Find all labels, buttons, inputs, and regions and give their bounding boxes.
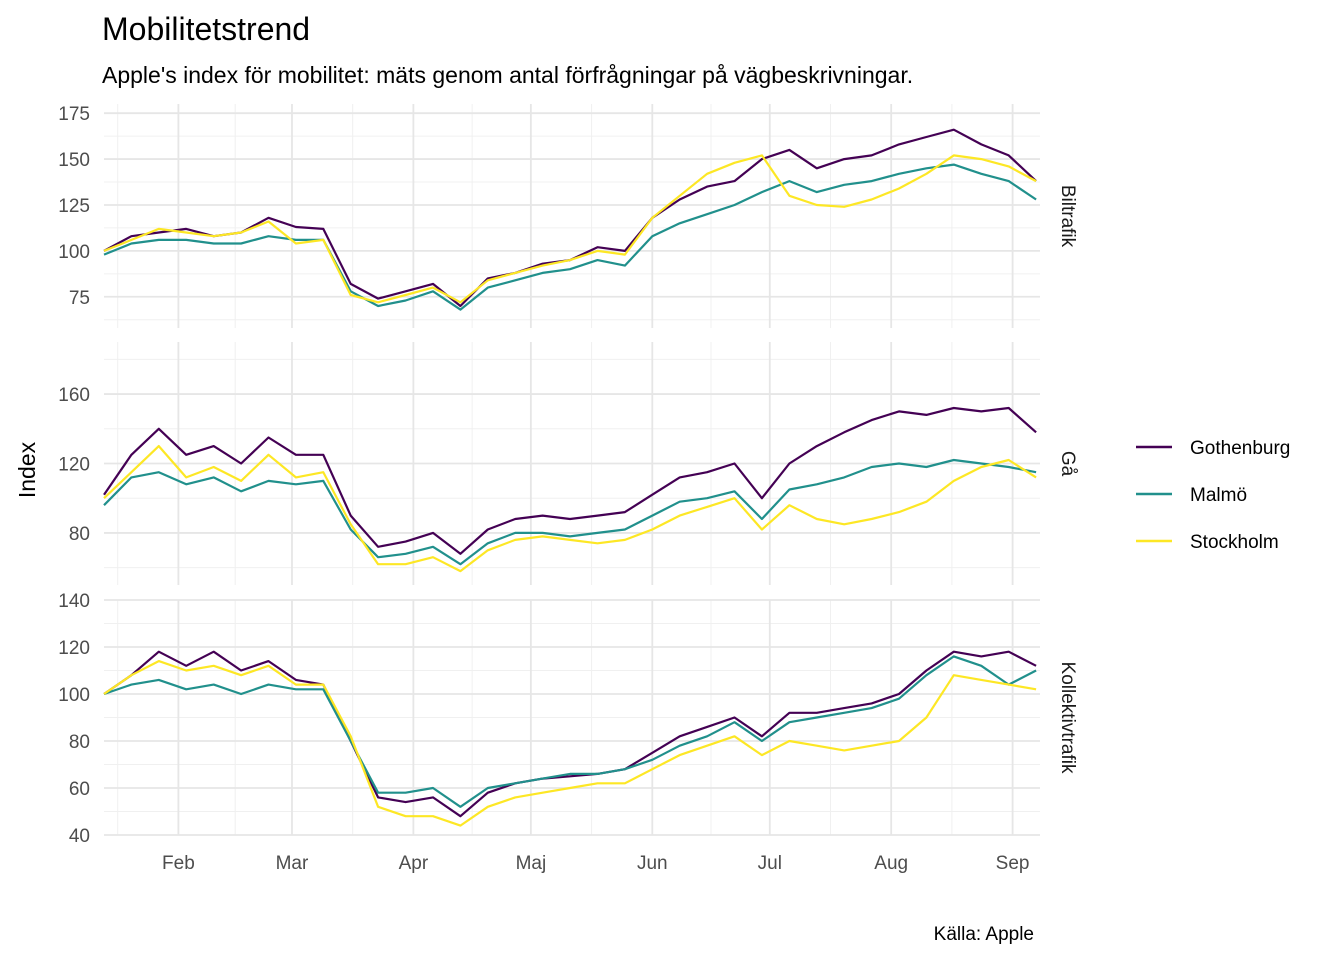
series-line-malm <box>103 163 1037 311</box>
facet-strip-label: Gå <box>1057 451 1078 477</box>
chart-subtitle: Apple's index för mobilitet: mäts genom … <box>102 62 913 88</box>
y-tick-label: 125 <box>58 196 90 217</box>
y-tick-label: 120 <box>58 638 90 659</box>
y-tick-label: 60 <box>69 779 90 800</box>
y-tick-label: 150 <box>58 150 90 171</box>
x-tick-label: Apr <box>399 853 429 874</box>
y-tick-label: 80 <box>69 732 90 753</box>
y-tick-label: 140 <box>58 591 90 612</box>
y-tick-label: 160 <box>58 385 90 406</box>
legend-label: Stockholm <box>1190 532 1279 553</box>
series-line-gothenburg <box>103 406 1037 555</box>
y-tick-label: 80 <box>69 524 90 545</box>
x-tick-label: Jul <box>758 853 782 874</box>
y-tick-label: 100 <box>58 242 90 263</box>
x-tick-label: Jun <box>637 853 668 874</box>
facet-panel-1: 80 120 160 Gå <box>58 342 1078 585</box>
series-line-stockholm <box>103 659 1037 827</box>
series-line-malm <box>103 458 1037 566</box>
series-line-malm <box>103 655 1037 808</box>
facet-strip-label: Biltrafik <box>1057 185 1078 248</box>
x-axis: Feb Mar Apr Maj Jun Jul Aug Sep <box>162 853 1029 874</box>
x-tick-label: Aug <box>874 853 908 874</box>
y-axis-label: Index <box>14 441 40 498</box>
legend-label: Gothenburg <box>1190 438 1290 459</box>
legend-label: Malmö <box>1190 485 1247 506</box>
x-tick-label: Maj <box>516 853 547 874</box>
facet-panel-0: 75 100 125 150 175 Biltrafik <box>58 104 1078 328</box>
facet-panel-2: 40 60 80 100 120 140 Kollektivtrafik <box>58 591 1078 847</box>
x-tick-label: Feb <box>162 853 195 874</box>
chart-caption: Källa: Apple <box>934 924 1034 945</box>
chart-title: Mobilitetstrend <box>102 11 310 47</box>
series-line-stockholm <box>103 154 1037 304</box>
y-tick-label: 120 <box>58 455 90 476</box>
y-tick-label: 40 <box>69 826 90 847</box>
series-line-gothenburg <box>103 650 1037 818</box>
y-tick-label: 75 <box>69 288 90 309</box>
series-line-gothenburg <box>103 128 1037 308</box>
legend: Gothenburg Malmö Stockholm <box>1136 438 1290 553</box>
y-tick-label: 100 <box>58 685 90 706</box>
series-line-stockholm <box>103 445 1037 573</box>
facet-panels: 75 100 125 150 175 Biltrafik 80 120 160 Gå 40 60 80 1… <box>58 104 1078 847</box>
facet-strip-label: Kollektivtrafik <box>1057 662 1078 774</box>
x-tick-label: Mar <box>276 853 309 874</box>
y-tick-label: 175 <box>58 104 90 125</box>
x-tick-label: Sep <box>996 853 1030 874</box>
